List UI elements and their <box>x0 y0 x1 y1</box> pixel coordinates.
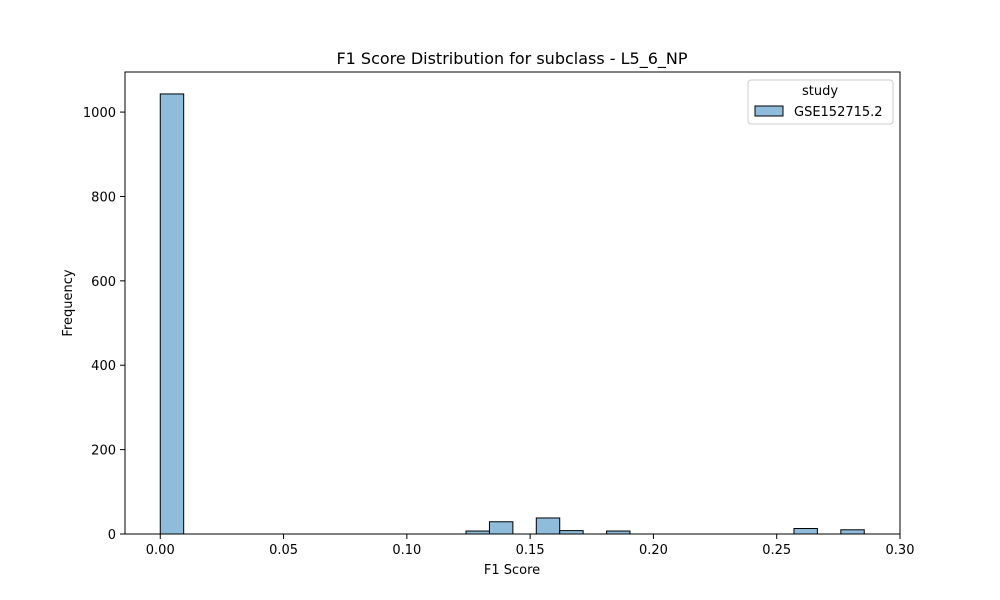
x-tick-label: 0.30 <box>886 543 915 558</box>
y-axis-label: Frequency <box>61 269 76 336</box>
histogram-bar <box>840 529 865 535</box>
x-tick-label: 0.15 <box>516 543 545 558</box>
x-tick-label: 0.25 <box>762 543 791 558</box>
y-tick-label: 800 <box>91 190 116 205</box>
y-axis: 0 200 400 600 800 1000 <box>83 106 125 543</box>
y-tick-label: 200 <box>91 444 116 459</box>
y-tick-label: 1000 <box>83 106 116 121</box>
histogram-bar <box>535 517 561 535</box>
legend-label: GSE152715.2 <box>794 105 883 120</box>
y-tick-label: 400 <box>91 359 116 374</box>
x-tick-label: 0.00 <box>146 543 175 558</box>
y-tick-label: 0 <box>108 528 116 543</box>
bars-group <box>159 93 865 535</box>
legend-title: study <box>802 84 838 99</box>
histogram-bar <box>488 521 514 535</box>
x-axis: 0.00 0.05 0.10 0.15 0.20 0.25 0.30 <box>146 534 915 558</box>
plot-frame <box>124 71 901 535</box>
histogram-bar <box>793 528 818 535</box>
histogram-bar <box>159 93 185 535</box>
x-tick-label: 0.10 <box>392 543 421 558</box>
x-axis-label: F1 Score <box>484 563 540 578</box>
x-tick-label: 0.20 <box>639 543 668 558</box>
y-tick-label: 600 <box>91 275 116 290</box>
legend-swatch <box>754 105 784 117</box>
legend-box <box>747 79 894 125</box>
x-tick-label: 0.05 <box>269 543 298 558</box>
legend: study GSE152715.2 <box>747 79 894 125</box>
histogram-bar <box>559 530 584 535</box>
chart-title: F1 Score Distribution for subclass - L5_… <box>336 49 687 69</box>
